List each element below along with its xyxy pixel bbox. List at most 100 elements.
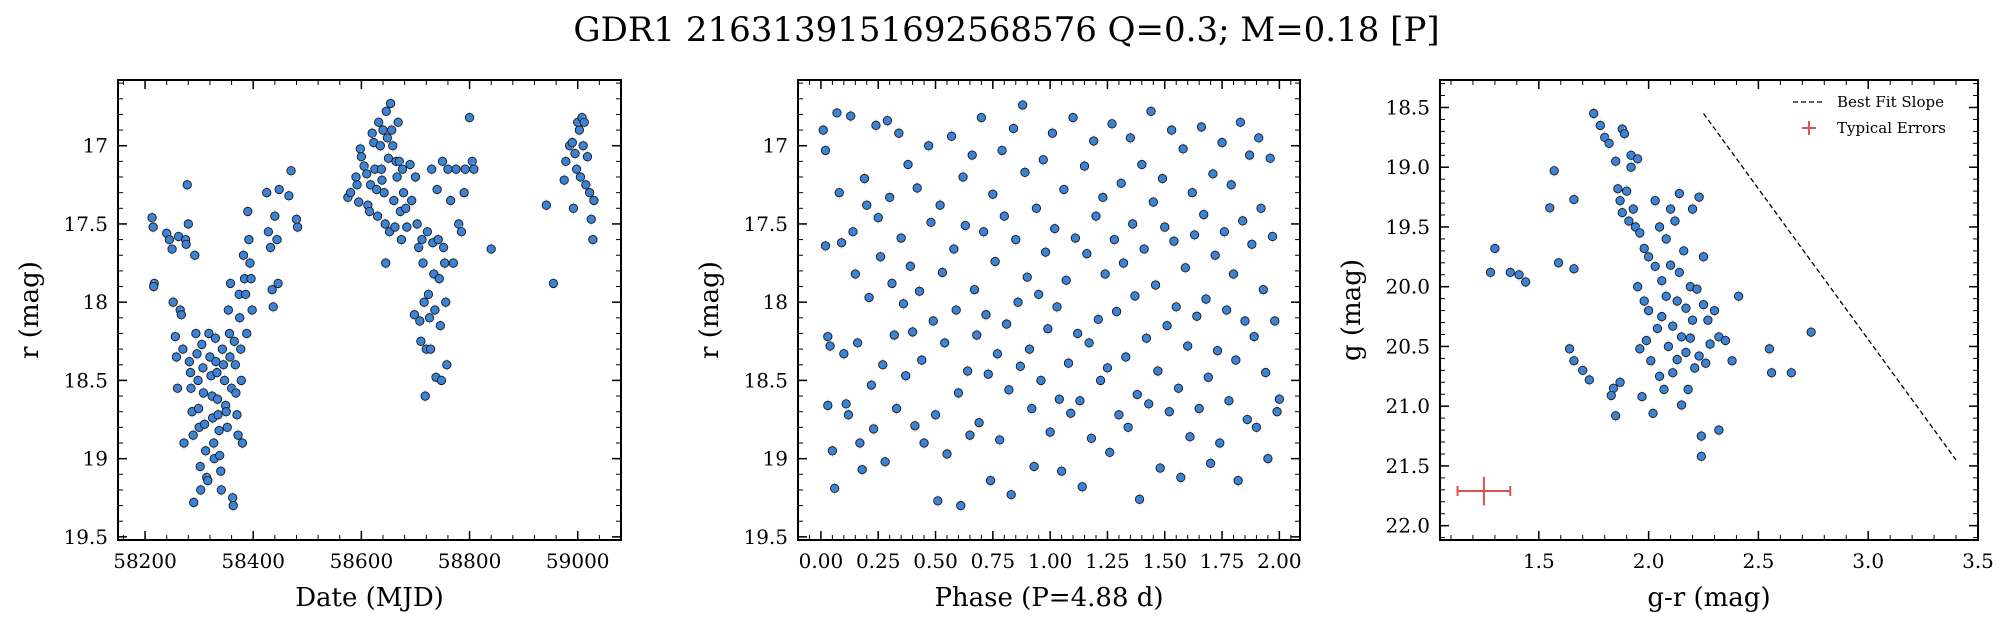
- data-point: [823, 331, 833, 342]
- x-tick-label: 0.25: [856, 549, 901, 573]
- data-point: [147, 213, 157, 223]
- y-tick-label: 22.0: [1385, 514, 1430, 538]
- data-point: [878, 360, 888, 370]
- data-point: [983, 369, 993, 379]
- y-tick-label: 18.5: [743, 368, 788, 392]
- data-point: [1267, 231, 1278, 242]
- data-point: [387, 125, 397, 135]
- data-point: [1617, 207, 1627, 218]
- data-point: [965, 430, 975, 440]
- data-point: [935, 200, 945, 210]
- data-point: [1148, 197, 1158, 207]
- data-point: [1089, 136, 1099, 146]
- data-point: [589, 195, 599, 206]
- y-tick-label: 18.5: [63, 368, 108, 392]
- data-point: [1514, 270, 1524, 280]
- data-point: [445, 195, 456, 206]
- data-point: [184, 356, 195, 367]
- data-point: [1661, 291, 1671, 301]
- data-point: [434, 274, 444, 284]
- data-point: [407, 195, 417, 206]
- data-point: [199, 419, 210, 429]
- data-point: [1066, 408, 1076, 418]
- data-point: [967, 150, 977, 160]
- y-tick-label: 18: [83, 290, 108, 314]
- data-point: [1632, 282, 1643, 292]
- data-point: [228, 500, 238, 511]
- data-point: [841, 399, 851, 409]
- data-point: [1733, 291, 1744, 301]
- data-point: [988, 189, 998, 199]
- data-point: [1545, 203, 1555, 213]
- data-point: [818, 125, 828, 135]
- data-point: [1047, 128, 1058, 138]
- data-point: [575, 172, 586, 182]
- data-point: [568, 203, 579, 213]
- data-point: [438, 242, 449, 253]
- data-point: [868, 424, 879, 434]
- data-point: [1663, 341, 1674, 352]
- data-point: [1674, 267, 1685, 278]
- data-point: [1196, 122, 1207, 132]
- x-axis-label: Date (MJD): [295, 583, 444, 613]
- data-point: [398, 188, 409, 198]
- data-point: [1107, 119, 1117, 129]
- data-point: [866, 380, 877, 390]
- data-point: [1650, 261, 1660, 272]
- data-point: [541, 200, 552, 210]
- data-point: [962, 366, 973, 376]
- data-point: [1564, 344, 1575, 354]
- data-point: [1050, 223, 1060, 234]
- data-point: [969, 285, 980, 295]
- data-point: [389, 195, 399, 206]
- y-axis-label: g (mag): [1337, 259, 1367, 361]
- data-point: [437, 156, 448, 167]
- data-point: [186, 383, 196, 393]
- data-point: [427, 164, 437, 174]
- data-point: [1100, 269, 1110, 279]
- data-point: [1654, 222, 1665, 232]
- x-tick-label: 3.0: [1852, 549, 1884, 573]
- data-point: [1155, 463, 1165, 473]
- data-point: [1082, 249, 1092, 259]
- data-point: [1650, 196, 1660, 206]
- data-point: [223, 305, 233, 315]
- data-point: [1118, 258, 1129, 268]
- data-point: [985, 475, 996, 486]
- data-point: [178, 344, 188, 354]
- data-point: [976, 112, 987, 123]
- data-point: [839, 349, 849, 359]
- data-point: [209, 438, 219, 448]
- data-point: [469, 164, 479, 174]
- data-point: [415, 316, 425, 326]
- data-point: [237, 438, 248, 448]
- data-point: [1006, 489, 1016, 500]
- data-point: [1611, 411, 1621, 421]
- data-point: [443, 164, 453, 174]
- data-point: [1020, 167, 1030, 177]
- data-point: [436, 375, 447, 386]
- data-point: [1215, 438, 1225, 448]
- data-point: [1668, 321, 1678, 331]
- y-tick-label: 17: [83, 134, 108, 158]
- data-point: [1685, 333, 1695, 343]
- data-point: [891, 403, 902, 414]
- data-point: [423, 289, 434, 300]
- data-point: [582, 152, 593, 162]
- x-tick-label: 2.00: [1257, 549, 1302, 573]
- data-point: [914, 286, 925, 296]
- data-point: [887, 278, 897, 289]
- x-tick-label: 59000: [546, 549, 610, 573]
- y-axis-label: r (mag): [695, 261, 725, 359]
- data-point: [1668, 368, 1678, 378]
- data-point: [1714, 425, 1724, 435]
- data-point: [949, 244, 959, 254]
- data-point: [375, 141, 385, 151]
- data-point: [1270, 316, 1280, 326]
- data-point: [1121, 352, 1131, 362]
- data-point: [1001, 319, 1012, 329]
- data-point: [451, 164, 461, 174]
- data-point: [1192, 311, 1202, 321]
- data-point: [896, 233, 906, 243]
- data-point: [1692, 284, 1702, 294]
